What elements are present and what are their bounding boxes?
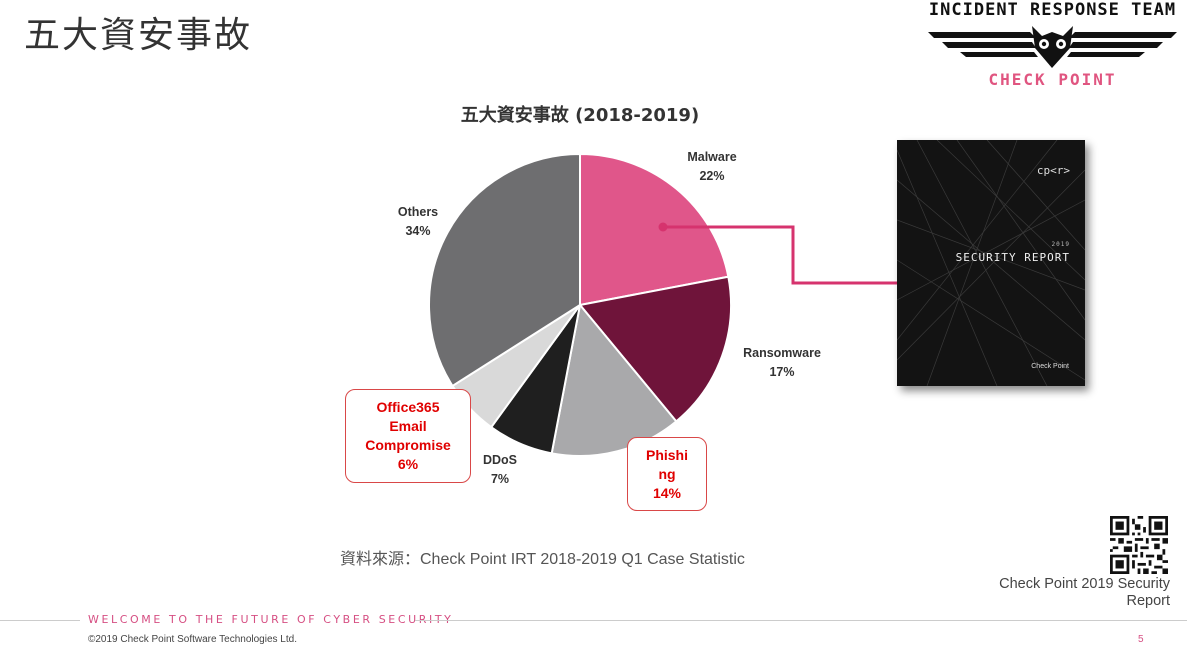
callout-office365-pct: 6%	[397, 456, 419, 472]
label-ransomware-pct: 17%	[769, 365, 795, 379]
qr-code-icon	[1110, 516, 1168, 574]
callout-office365-line2: Email	[389, 418, 427, 434]
slice-malware	[579, 152, 730, 307]
report-title: SECURITY REPORT	[955, 251, 1070, 264]
malware-report-connector	[663, 225, 918, 285]
label-malware: Malware 22%	[676, 148, 748, 186]
security-report-cover: cp<r> 2019 SECURITY REPORT Check Point	[897, 140, 1085, 386]
slice-others	[428, 152, 581, 388]
label-ransomware-name: Ransomware	[743, 346, 821, 360]
qr-caption: Check Point 2019 Security Report	[980, 576, 1170, 610]
label-malware-pct: 22%	[699, 169, 725, 183]
report-brand: Check Point	[1031, 363, 1069, 370]
slice-ransomware	[578, 275, 732, 423]
label-others-name: Others	[397, 205, 439, 219]
footer-rule-left	[0, 620, 80, 621]
slice-phishing	[550, 302, 678, 457]
callout-office365-line3: Compromise	[365, 437, 451, 453]
report-texture	[897, 140, 1085, 386]
label-others: Others 34%	[382, 203, 454, 241]
callout-office365-line1: Office365	[376, 399, 440, 415]
callout-phishing-line2: ng	[658, 465, 676, 482]
qr-caption-line2: Report	[1126, 593, 1170, 609]
callout-phishing: Phishi ng 14%	[627, 437, 707, 511]
callout-office365: Office365 Email Compromise 6%	[345, 389, 471, 483]
source-note: 資料來源：Check Point IRT 2018-2019 Q1 Case S…	[340, 551, 745, 568]
connector-start-dot	[658, 222, 668, 232]
incident-response-team-logo: INCIDENT RESPONSE TEAM CHECK POINT	[920, 0, 1185, 92]
qr-caption-line1: Check Point 2019 Security	[999, 576, 1170, 592]
slide-title: 五大資安事故	[24, 15, 253, 56]
brand-bottom-text: CHECK POINT	[988, 70, 1117, 89]
footer-rule-right	[415, 620, 1187, 621]
page-number: 5	[1138, 634, 1144, 645]
footer-copyright: ©2019 Check Point Software Technologies …	[88, 634, 297, 645]
label-ddos-pct: 7%	[490, 472, 510, 486]
report-logo: cp<r>	[1036, 164, 1070, 177]
report-year: 2019	[1051, 241, 1070, 248]
callout-phishing-line1: Phishi	[645, 446, 688, 463]
footer-tagline: WELCOME TO THE FUTURE OF CYBER SECURITY	[88, 613, 454, 626]
label-malware-name: Malware	[687, 150, 737, 164]
label-others-pct: 34%	[405, 224, 431, 238]
owl-wings-icon	[928, 26, 1177, 68]
chart-title: 五大資安事故 (2018-2019)	[460, 105, 700, 126]
brand-top-text: INCIDENT RESPONSE TEAM	[928, 0, 1177, 20]
label-ddos-name: DDoS	[482, 453, 518, 467]
label-ddos: DDoS 7%	[470, 451, 530, 489]
label-ransomware: Ransomware 17%	[736, 344, 828, 382]
callout-phishing-pct: 14%	[652, 484, 682, 501]
